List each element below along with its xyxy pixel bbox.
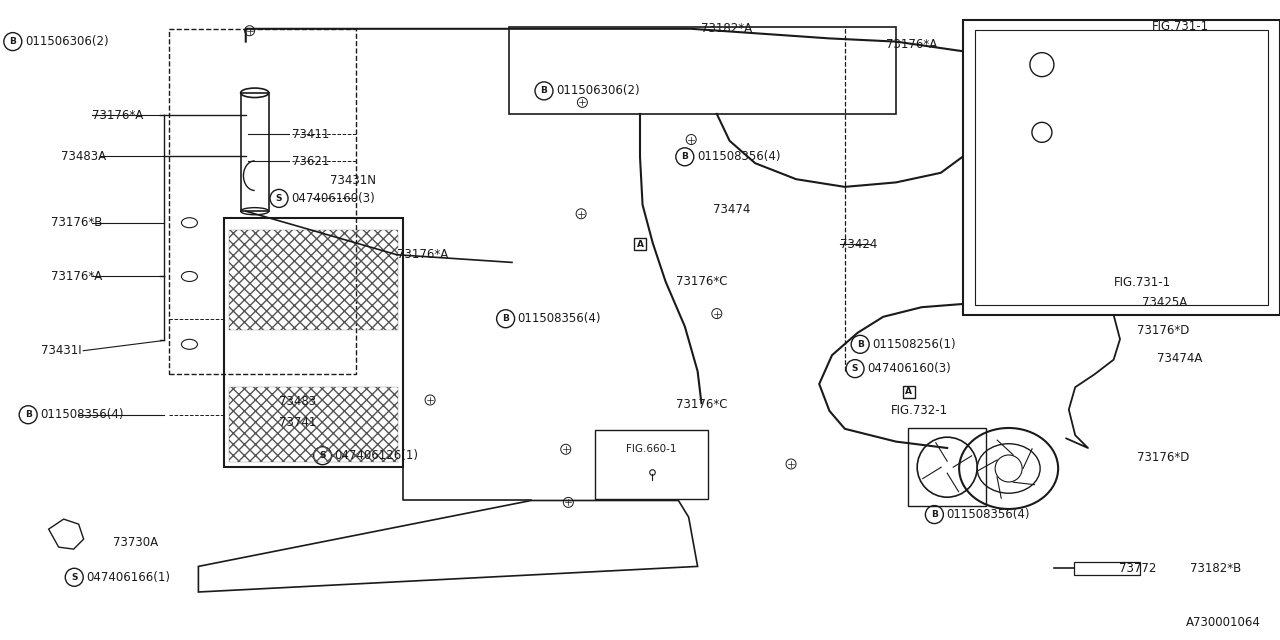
Bar <box>634 239 646 250</box>
Text: A730001064: A730001064 <box>1187 616 1261 628</box>
Bar <box>509 27 896 114</box>
Text: 73431I: 73431I <box>41 344 82 357</box>
Text: 73176*D: 73176*D <box>1137 324 1189 337</box>
Text: 011506306(2): 011506306(2) <box>556 84 640 97</box>
Text: 73176*C: 73176*C <box>676 275 727 288</box>
Text: 73182*A: 73182*A <box>701 22 753 35</box>
Bar <box>224 218 403 467</box>
Text: 047406166(1): 047406166(1) <box>86 571 170 584</box>
Text: 011506306(2): 011506306(2) <box>24 35 109 48</box>
Text: 011508356(4): 011508356(4) <box>946 508 1030 521</box>
Text: 73772: 73772 <box>1119 562 1156 575</box>
Text: 73474A: 73474A <box>1157 352 1202 365</box>
Text: 73425A: 73425A <box>1142 296 1187 308</box>
Text: 73483A: 73483A <box>61 150 106 163</box>
Text: A: A <box>636 240 644 249</box>
Bar <box>241 93 269 211</box>
Text: 73176*A: 73176*A <box>886 38 937 51</box>
Text: 047406160(3): 047406160(3) <box>291 192 375 205</box>
Text: B: B <box>856 340 864 349</box>
Text: 73431N: 73431N <box>330 174 376 187</box>
Bar <box>974 31 1268 305</box>
Text: 73176*A: 73176*A <box>92 109 143 122</box>
Bar <box>229 387 398 462</box>
Bar <box>169 29 356 374</box>
Text: B: B <box>24 410 32 419</box>
Text: 73176*B: 73176*B <box>51 216 102 229</box>
Text: 011508356(4): 011508356(4) <box>517 312 602 325</box>
Bar <box>902 386 915 397</box>
Text: 011508356(4): 011508356(4) <box>40 408 124 421</box>
Text: 011508256(1): 011508256(1) <box>872 338 956 351</box>
Text: 047406126(1): 047406126(1) <box>334 449 419 462</box>
Text: B: B <box>9 37 17 46</box>
Text: FIG.660-1: FIG.660-1 <box>626 444 677 454</box>
Text: S: S <box>70 573 78 582</box>
Text: S: S <box>319 451 326 460</box>
Text: 011508356(4): 011508356(4) <box>696 150 781 163</box>
Text: FIG.731-1: FIG.731-1 <box>1114 276 1171 289</box>
Text: 73176*C: 73176*C <box>676 398 727 411</box>
Text: 73483: 73483 <box>279 396 316 408</box>
Text: 73621: 73621 <box>292 155 329 168</box>
Bar <box>229 230 398 330</box>
Text: B: B <box>931 510 938 519</box>
Text: FIG.732-1: FIG.732-1 <box>891 404 948 417</box>
Text: FIG.731-1: FIG.731-1 <box>1152 20 1210 33</box>
Text: 73424: 73424 <box>840 238 877 251</box>
Text: 73741: 73741 <box>279 416 316 429</box>
Text: S: S <box>275 194 283 203</box>
Text: 73411: 73411 <box>292 128 329 141</box>
Text: S: S <box>851 364 859 373</box>
Text: 047406160(3): 047406160(3) <box>867 362 951 375</box>
Text: 73182*B: 73182*B <box>1190 562 1242 575</box>
Text: A: A <box>905 387 913 396</box>
Text: 73474: 73474 <box>713 204 750 216</box>
Bar <box>909 428 986 506</box>
Text: B: B <box>681 152 689 161</box>
Text: 73176*D: 73176*D <box>1137 451 1189 464</box>
Bar <box>963 20 1280 315</box>
Text: B: B <box>502 314 509 323</box>
Bar <box>595 430 708 499</box>
Text: B: B <box>540 86 548 95</box>
Text: 73730A: 73730A <box>113 536 157 549</box>
Text: 73176*A: 73176*A <box>397 248 448 261</box>
Text: 73176*A: 73176*A <box>51 270 102 283</box>
Bar <box>1074 562 1140 575</box>
